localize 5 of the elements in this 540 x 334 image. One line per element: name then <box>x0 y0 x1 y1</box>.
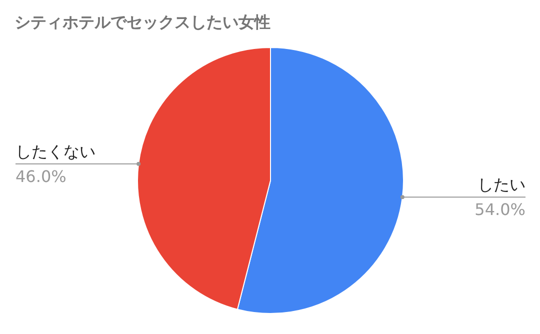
data-label: 46.0% <box>16 166 66 186</box>
chart-title: シティホテルでセックスしたい女性 <box>14 12 270 32</box>
data-label: 54.0% <box>474 200 526 220</box>
slice-label: したくない <box>16 142 96 161</box>
slice-label: したい <box>478 175 526 194</box>
